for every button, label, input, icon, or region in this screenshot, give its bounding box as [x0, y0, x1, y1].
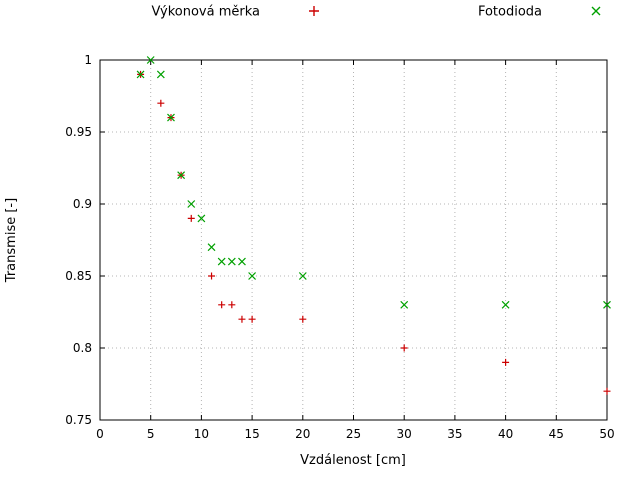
data-point-cross	[227, 257, 236, 266]
data-point-cross	[156, 70, 165, 79]
data-point-cross	[248, 272, 257, 280]
y-tick-label: 1	[84, 53, 92, 67]
y-tick-label: 0.95	[65, 125, 92, 139]
x-axis-title: Vzdálenost [cm]	[300, 453, 406, 468]
x-tick-label: 25	[346, 427, 361, 441]
legend-label-vykonova-merka: Výkonová měrka	[151, 4, 260, 20]
data-point-plus	[208, 272, 216, 280]
x-tick-label: 45	[549, 427, 564, 441]
data-point-plus	[228, 301, 236, 309]
x-tick-label: 10	[194, 427, 209, 441]
y-tick-label: 0.9	[73, 197, 92, 211]
data-point-plus	[400, 344, 408, 352]
data-point-cross	[146, 56, 155, 64]
y-tick-label: 0.8	[73, 341, 92, 355]
data-point-cross	[501, 300, 510, 309]
plot-border	[99, 59, 608, 421]
plus-marker-icon	[309, 6, 319, 16]
data-point-plus	[187, 214, 195, 222]
y-axis-title: Transmise [-]	[4, 198, 19, 283]
data-point-plus	[238, 315, 246, 323]
data-point-plus	[218, 301, 226, 309]
data-point-plus	[157, 99, 165, 107]
x-tick-label: 30	[397, 427, 412, 441]
x-tick-label: 5	[147, 427, 155, 441]
data-point-cross	[136, 70, 145, 79]
data-point-cross	[187, 200, 196, 208]
data-point-cross	[238, 257, 246, 266]
x-tick-label: 15	[244, 427, 259, 441]
data-point-cross	[217, 257, 226, 266]
data-point-cross	[207, 243, 216, 252]
y-tick-label: 0.85	[65, 269, 92, 283]
x-tick-label: 0	[96, 427, 104, 441]
data-point-plus	[502, 358, 510, 366]
data-point-plus	[603, 387, 611, 395]
data-point-cross	[167, 113, 175, 122]
data-point-plus	[299, 315, 307, 323]
x-tick-label: 40	[498, 427, 513, 441]
legend-item-vykonova-merka: Výkonová měrka	[151, 5, 320, 20]
data-point-cross	[603, 300, 611, 309]
x-tick-label: 20	[295, 427, 310, 441]
legend-item-fotodioda: Fotodioda	[478, 5, 602, 20]
x-tick-label: 50	[599, 427, 614, 441]
legend-label-fotodioda: Fotodioda	[477, 4, 542, 20]
data-point-plus	[248, 315, 256, 323]
x-tick-label: 35	[447, 427, 462, 441]
data-point-cross	[177, 171, 186, 180]
data-point-cross	[298, 272, 307, 280]
y-tick-label: 0.75	[65, 413, 92, 427]
cross-marker-icon	[591, 6, 601, 16]
data-point-cross	[197, 214, 206, 223]
data-point-cross	[400, 300, 409, 309]
